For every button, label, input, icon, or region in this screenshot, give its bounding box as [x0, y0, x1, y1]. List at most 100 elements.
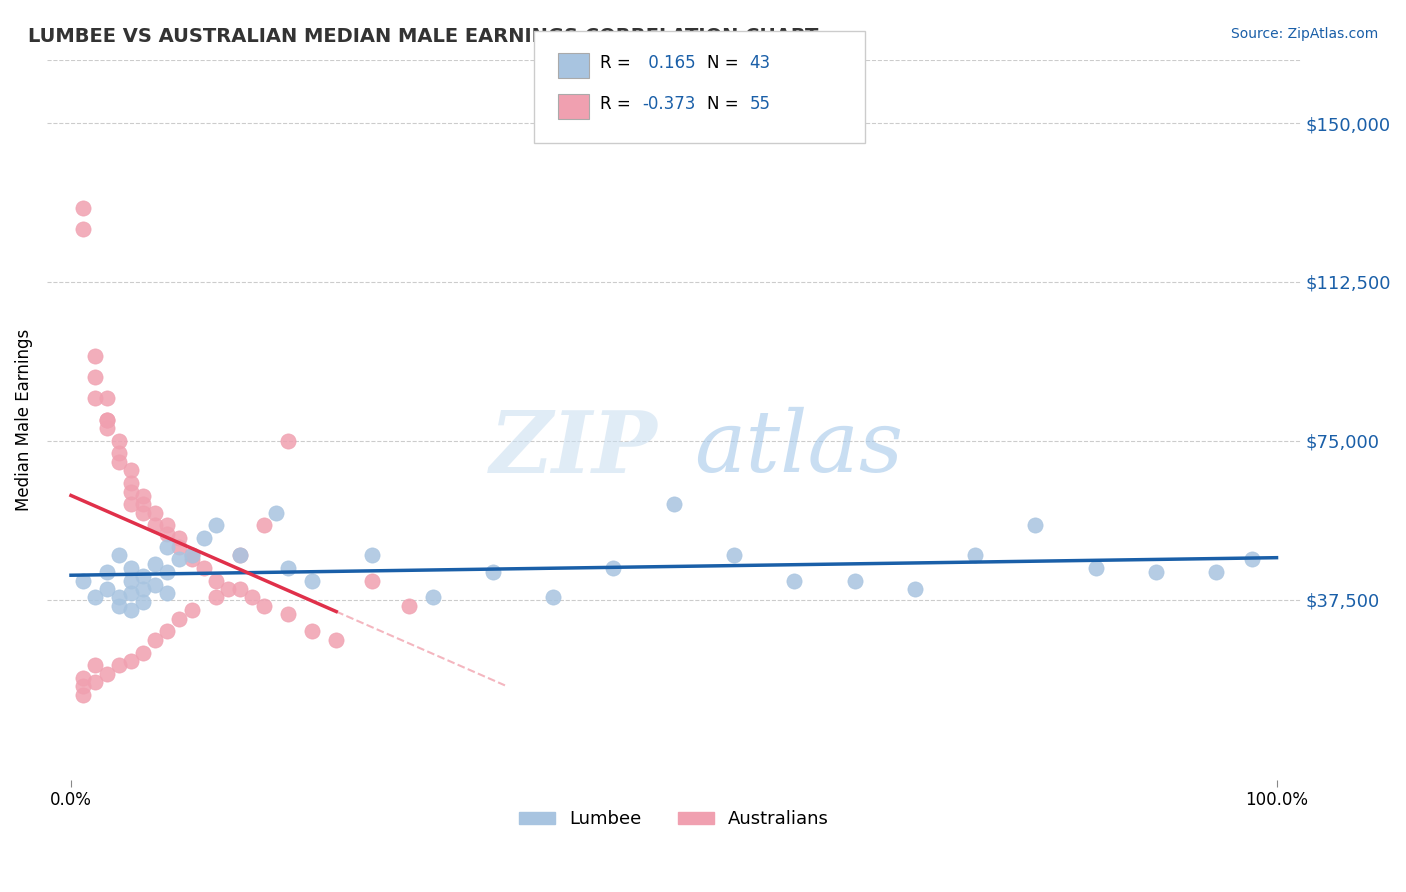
- Point: [217, 582, 239, 596]
- Point: [277, 607, 299, 622]
- Point: [193, 561, 215, 575]
- Point: [120, 463, 142, 477]
- Point: [541, 591, 564, 605]
- Point: [84, 675, 107, 690]
- Point: [783, 574, 806, 588]
- Point: [72, 222, 94, 236]
- Point: [108, 446, 131, 460]
- Point: [108, 548, 131, 562]
- Point: [361, 574, 384, 588]
- Point: [662, 497, 685, 511]
- Point: [84, 591, 107, 605]
- Point: [398, 599, 420, 613]
- Point: [301, 574, 323, 588]
- Point: [602, 561, 624, 575]
- Text: N =: N =: [707, 95, 744, 113]
- Point: [361, 548, 384, 562]
- Point: [145, 632, 167, 647]
- Point: [145, 518, 167, 533]
- Point: [264, 506, 287, 520]
- Point: [132, 595, 155, 609]
- Legend: Lumbee, Australians: Lumbee, Australians: [512, 803, 837, 836]
- Point: [72, 688, 94, 702]
- Text: N =: N =: [707, 54, 744, 72]
- Y-axis label: Median Male Earnings: Median Male Earnings: [15, 328, 32, 511]
- Point: [72, 671, 94, 685]
- Point: [240, 591, 263, 605]
- Point: [904, 582, 927, 596]
- Point: [108, 599, 131, 613]
- Point: [84, 658, 107, 673]
- Point: [72, 201, 94, 215]
- Point: [169, 612, 191, 626]
- Point: [120, 484, 142, 499]
- Text: R =: R =: [600, 54, 637, 72]
- Point: [156, 586, 179, 600]
- Point: [120, 586, 142, 600]
- Point: [96, 582, 118, 596]
- Point: [169, 552, 191, 566]
- Point: [229, 548, 252, 562]
- Point: [84, 392, 107, 406]
- Point: [723, 548, 745, 562]
- Point: [96, 666, 118, 681]
- Point: [72, 574, 94, 588]
- Point: [72, 680, 94, 694]
- Point: [145, 557, 167, 571]
- Point: [1144, 565, 1167, 579]
- Point: [180, 603, 202, 617]
- Point: [253, 599, 276, 613]
- Point: [156, 624, 179, 639]
- Point: [482, 565, 505, 579]
- Point: [253, 518, 276, 533]
- Point: [180, 548, 202, 562]
- Text: ZIP: ZIP: [489, 407, 658, 491]
- Point: [120, 561, 142, 575]
- Point: [84, 349, 107, 363]
- Point: [156, 527, 179, 541]
- Text: -0.373: -0.373: [643, 95, 696, 113]
- Point: [204, 518, 226, 533]
- Point: [96, 392, 118, 406]
- Point: [96, 421, 118, 435]
- Point: [204, 591, 226, 605]
- Point: [180, 548, 202, 562]
- Point: [132, 582, 155, 596]
- Point: [96, 412, 118, 426]
- Point: [120, 476, 142, 491]
- Point: [108, 658, 131, 673]
- Point: [277, 561, 299, 575]
- Point: [132, 506, 155, 520]
- Point: [132, 569, 155, 583]
- Text: 55: 55: [749, 95, 770, 113]
- Point: [108, 591, 131, 605]
- Point: [156, 565, 179, 579]
- Point: [1084, 561, 1107, 575]
- Point: [229, 582, 252, 596]
- Point: [1024, 518, 1046, 533]
- Point: [96, 412, 118, 426]
- Point: [229, 548, 252, 562]
- Point: [132, 497, 155, 511]
- Point: [108, 434, 131, 448]
- Point: [156, 518, 179, 533]
- Text: 43: 43: [749, 54, 770, 72]
- Point: [132, 646, 155, 660]
- Text: atlas: atlas: [695, 407, 904, 490]
- Point: [132, 489, 155, 503]
- Point: [120, 654, 142, 668]
- Point: [277, 434, 299, 448]
- Text: 0.165: 0.165: [643, 54, 695, 72]
- Point: [169, 540, 191, 554]
- Point: [84, 370, 107, 384]
- Point: [96, 565, 118, 579]
- Point: [965, 548, 987, 562]
- Point: [120, 497, 142, 511]
- Point: [120, 603, 142, 617]
- Point: [169, 531, 191, 545]
- Point: [180, 552, 202, 566]
- Point: [108, 455, 131, 469]
- Point: [844, 574, 866, 588]
- Point: [422, 591, 444, 605]
- Point: [193, 531, 215, 545]
